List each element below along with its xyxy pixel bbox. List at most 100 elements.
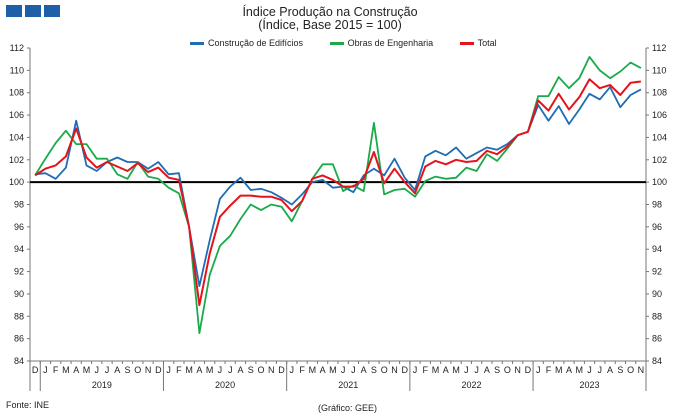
x-tick-label: M bbox=[329, 365, 337, 375]
series-line bbox=[35, 86, 642, 288]
year-label: 2020 bbox=[215, 380, 235, 390]
x-tick-label: A bbox=[607, 365, 613, 375]
y-tick-label: 88 bbox=[652, 311, 662, 321]
legend-swatch bbox=[459, 42, 474, 46]
logo-block bbox=[25, 5, 41, 17]
y-tick-label: 90 bbox=[652, 289, 662, 299]
legend-label: Construção de Edifícios bbox=[208, 38, 304, 48]
x-tick-label: F bbox=[546, 365, 552, 375]
x-tick-label: M bbox=[555, 365, 563, 375]
legend-label: Total bbox=[477, 38, 497, 48]
chart-credit: (Gráfico: GEE) bbox=[318, 403, 378, 413]
y-tick-label: 88 bbox=[14, 311, 24, 321]
y-tick-label: 90 bbox=[14, 289, 24, 299]
x-tick-label: J bbox=[464, 365, 469, 375]
x-tick-label: O bbox=[627, 365, 634, 375]
y-tick-label: 84 bbox=[14, 356, 24, 366]
x-tick-label: S bbox=[125, 365, 131, 375]
y-tick-label: 86 bbox=[14, 334, 24, 344]
x-tick-label: J bbox=[413, 365, 418, 375]
x-tick-label: A bbox=[73, 365, 79, 375]
x-tick-label: A bbox=[443, 365, 449, 375]
x-tick-label: M bbox=[576, 365, 584, 375]
x-tick-label: J bbox=[166, 365, 171, 375]
legend-swatch bbox=[190, 42, 204, 46]
y-tick-label: 112 bbox=[10, 43, 24, 53]
x-tick-label: S bbox=[617, 365, 623, 375]
x-tick-label: F bbox=[176, 365, 182, 375]
y-tick-label: 104 bbox=[9, 132, 24, 142]
legend-item-total: Total bbox=[459, 38, 497, 48]
year-label: 2023 bbox=[580, 380, 600, 390]
x-tick-label: D bbox=[525, 365, 532, 375]
y-tick-label: 92 bbox=[14, 267, 24, 277]
legend-item-edificios: Construção de Edifícios bbox=[190, 38, 303, 48]
x-tick-label: S bbox=[248, 365, 254, 375]
x-tick-label: J bbox=[105, 365, 110, 375]
x-tick-label: J bbox=[474, 365, 479, 375]
x-tick-label: S bbox=[494, 365, 500, 375]
y-tick-label: 108 bbox=[652, 88, 667, 98]
x-tick-label: N bbox=[514, 365, 521, 375]
x-tick-label: N bbox=[145, 365, 152, 375]
x-tick-label: N bbox=[391, 365, 398, 375]
x-tick-label: J bbox=[351, 365, 356, 375]
x-tick-label: M bbox=[432, 365, 440, 375]
y-tick-label: 102 bbox=[652, 155, 667, 165]
x-tick-label: F bbox=[423, 365, 429, 375]
x-tick-label: O bbox=[504, 365, 511, 375]
x-tick-label: M bbox=[206, 365, 214, 375]
x-tick-label: D bbox=[278, 365, 285, 375]
x-tick-label: A bbox=[484, 365, 490, 375]
x-tick-label: F bbox=[53, 365, 59, 375]
legend: Construção de Edifícios Obras de Engenha… bbox=[190, 38, 521, 48]
x-tick-label: D bbox=[401, 365, 408, 375]
y-tick-label: 106 bbox=[652, 110, 667, 120]
x-tick-label: J bbox=[341, 365, 346, 375]
x-tick-label: A bbox=[320, 365, 326, 375]
x-tick-label: A bbox=[361, 365, 367, 375]
logo-block bbox=[6, 5, 22, 17]
x-tick-label: O bbox=[134, 365, 141, 375]
series-line bbox=[34, 56, 642, 335]
y-tick-label: 112 bbox=[652, 43, 666, 53]
y-tick-label: 86 bbox=[652, 334, 662, 344]
x-tick-label: N bbox=[268, 365, 275, 375]
y-tick-label: 98 bbox=[652, 200, 662, 210]
year-label: 2021 bbox=[338, 380, 358, 390]
chart-subtitle: (Índice, Base 2015 = 100) bbox=[258, 18, 402, 32]
chart-title: Índice Produção na Construção bbox=[242, 5, 418, 19]
x-tick-label: D bbox=[32, 365, 39, 375]
x-tick-label: M bbox=[62, 365, 70, 375]
legend-swatch bbox=[329, 42, 344, 46]
legend-label: Obras de Engenharia bbox=[347, 38, 434, 48]
x-tick-label: M bbox=[452, 365, 460, 375]
x-tick-label: D bbox=[155, 365, 162, 375]
legend-item-engenharia: Obras de Engenharia bbox=[329, 38, 434, 48]
x-tick-label: J bbox=[536, 365, 541, 375]
x-tick-label: M bbox=[185, 365, 193, 375]
x-tick-label: J bbox=[43, 365, 48, 375]
y-tick-label: 110 bbox=[652, 65, 666, 75]
x-tick-label: J bbox=[598, 365, 603, 375]
series-line bbox=[34, 78, 642, 307]
x-tick-label: J bbox=[94, 365, 99, 375]
y-tick-label: 94 bbox=[14, 244, 24, 254]
x-tick-label: M bbox=[309, 365, 317, 375]
x-tick-label: M bbox=[83, 365, 91, 375]
y-tick-label: 96 bbox=[652, 222, 662, 232]
x-tick-label: J bbox=[290, 365, 295, 375]
year-label: 2022 bbox=[461, 380, 481, 390]
x-tick-label: S bbox=[371, 365, 377, 375]
source-note: Fonte: INE bbox=[6, 400, 50, 410]
y-tick-label: 102 bbox=[9, 155, 24, 165]
y-tick-label: 100 bbox=[9, 177, 24, 187]
x-tick-label: J bbox=[218, 365, 223, 375]
y-tick-label: 94 bbox=[652, 244, 662, 254]
logo-block bbox=[44, 5, 60, 17]
x-tick-label: O bbox=[381, 365, 388, 375]
y-tick-label: 100 bbox=[652, 177, 667, 187]
y-tick-label: 106 bbox=[9, 110, 24, 120]
year-label: 2019 bbox=[92, 380, 112, 390]
